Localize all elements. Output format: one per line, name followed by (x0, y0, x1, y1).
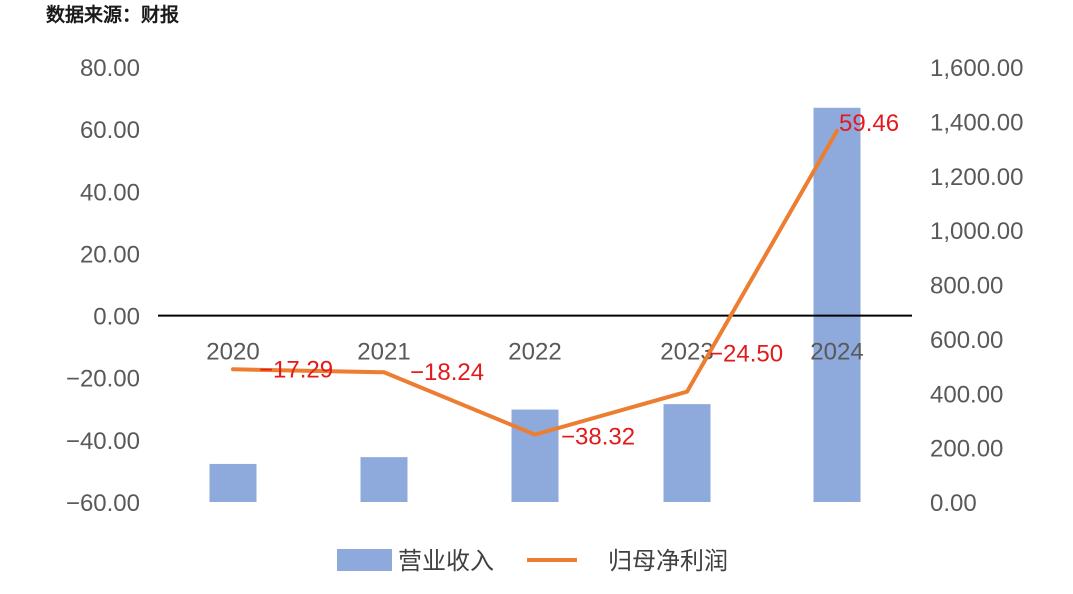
bar-2020 (209, 463, 257, 502)
left-axis-tick: 40.00 (80, 179, 140, 206)
data-labels: −17.29 −18.24 −38.32 −24.50 59.46 (259, 110, 899, 451)
data-label-2020: −17.29 (259, 356, 333, 383)
left-axis-tick: 20.00 (80, 241, 140, 268)
data-label-2022: −38.32 (561, 424, 635, 451)
bar-2021 (360, 457, 408, 502)
right-axis-tick: 600.00 (930, 327, 1003, 354)
right-axis-tick: 0.00 (930, 490, 977, 517)
right-axis-tick: 1,600.00 (930, 55, 1023, 82)
x-axis-ticks: 2020 2021 2022 2023 2024 (206, 339, 863, 366)
data-label-2024: 59.46 (839, 110, 899, 137)
left-axis-tick: 80.00 (80, 55, 140, 82)
source-note: 数据来源：财报 (46, 4, 180, 26)
line-series (231, 128, 839, 437)
legend-bar-swatch (337, 549, 392, 571)
data-label-2021: −18.24 (410, 359, 484, 386)
legend: 营业收入 归母净利润 (337, 547, 728, 575)
right-axis-ticks: 1,600.00 1,400.00 1,200.00 1,000.00 800.00 60… (930, 55, 1023, 517)
right-axis-tick: 200.00 (930, 436, 1003, 463)
x-tick-2020: 2020 (206, 339, 259, 366)
left-axis-tick: −60.00 (66, 490, 140, 517)
legend-bar-label: 营业收入 (398, 547, 494, 575)
right-axis-tick: 1,400.00 (930, 109, 1023, 136)
bar-series (209, 107, 861, 502)
x-tick-2021: 2021 (357, 339, 410, 366)
left-axis-tick: −20.00 (66, 366, 140, 393)
left-axis-ticks: 80.00 60.00 40.00 20.00 0.00 −20.00 −40.00 −60.… (66, 55, 140, 517)
x-tick-2024: 2024 (810, 339, 863, 366)
right-axis-tick: 800.00 (930, 273, 1003, 300)
bar-2024 (813, 107, 861, 502)
x-tick-2022: 2022 (508, 339, 561, 366)
legend-line-label: 归母净利润 (608, 547, 728, 575)
right-axis-tick: 1,200.00 (930, 164, 1023, 191)
bar-2022 (511, 409, 559, 502)
left-axis-tick: 60.00 (80, 117, 140, 144)
bar-2023 (663, 404, 711, 502)
data-label-2023: −24.50 (709, 341, 783, 368)
right-axis-tick: 400.00 (930, 381, 1003, 408)
right-axis-tick: 1,000.00 (930, 218, 1023, 245)
left-axis-tick: −40.00 (66, 428, 140, 455)
left-axis-tick: 0.00 (93, 304, 140, 331)
